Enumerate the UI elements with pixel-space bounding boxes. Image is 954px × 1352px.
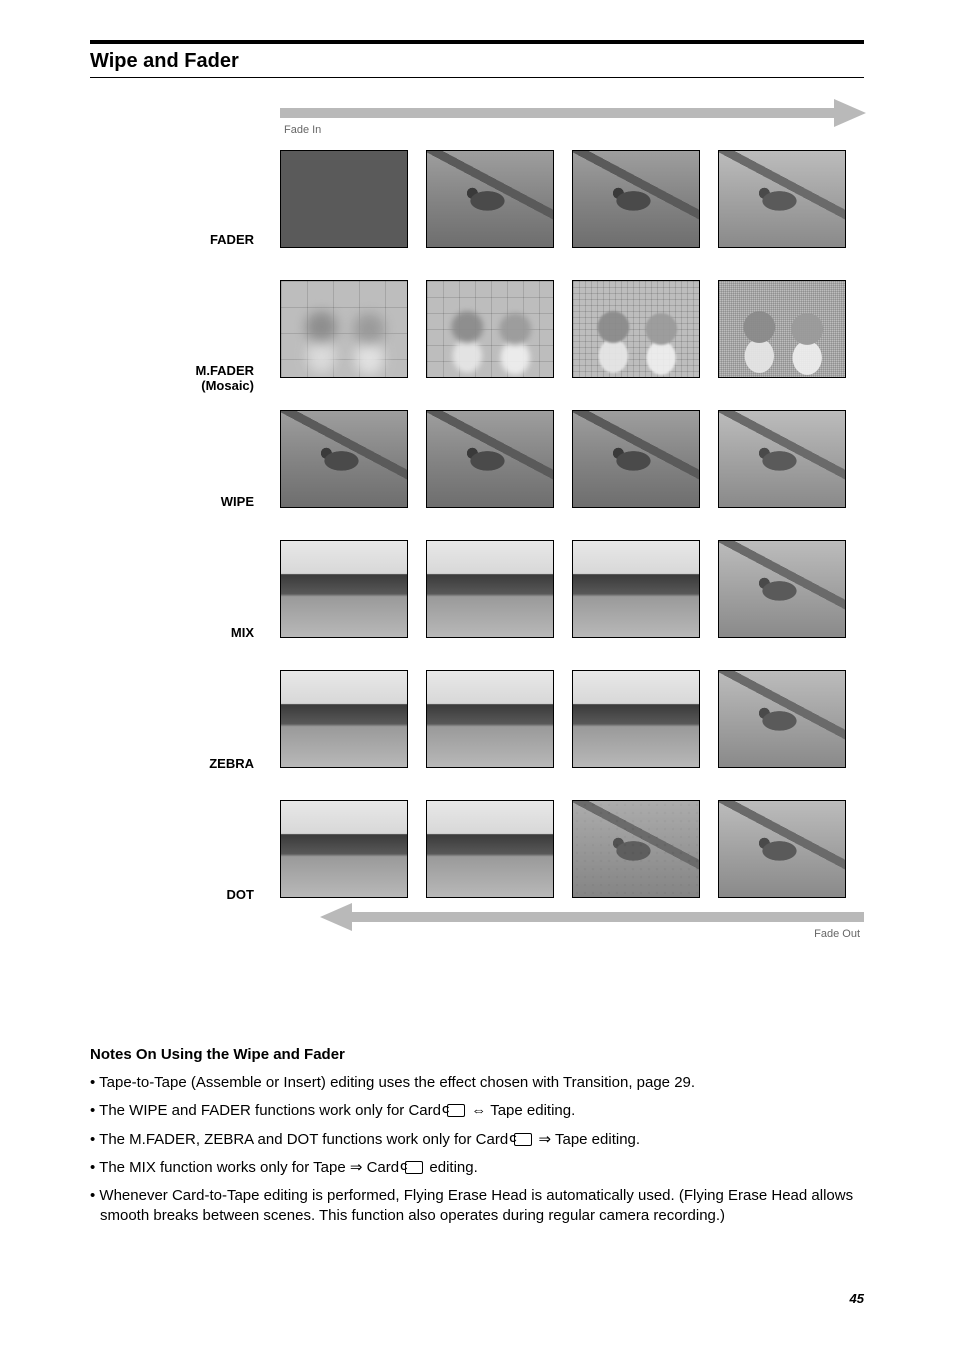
fade-out-arrow: Fade Out: [280, 910, 864, 924]
row-mix: [280, 540, 864, 638]
fader-frame-1: [426, 150, 554, 248]
label-wipe: WIPE: [90, 458, 260, 589]
card-icon: [405, 1161, 423, 1174]
fader-frame-0: [280, 150, 408, 248]
zebra-frame-2: [572, 670, 700, 768]
mix-frame-3: [718, 540, 846, 638]
wipe-frame-2: [572, 410, 700, 508]
rule-top: [90, 40, 864, 44]
note-item: The M.FADER, ZEBRA and DOT functions wor…: [90, 1130, 864, 1150]
notes-list: Tape-to-Tape (Assemble or Insert) editin…: [90, 1073, 864, 1227]
notes-heading: Notes On Using the Wipe and Fader: [90, 1046, 864, 1063]
mosaic-frame-3: [718, 280, 846, 378]
dot-frame-2: [572, 800, 700, 898]
row-wipe: [280, 410, 864, 508]
wipe-frame-0: [280, 410, 408, 508]
mix-frame-0: [280, 540, 408, 638]
row-labels-column: FADER M.FADER (Mosaic) WIPE MIX ZEBRA DO…: [90, 106, 260, 982]
fader-frame-3: [718, 150, 846, 248]
label-mix: MIX: [90, 589, 260, 720]
mosaic-frame-2: [572, 280, 700, 378]
card-icon: [514, 1133, 532, 1146]
mix-frame-1: [426, 540, 554, 638]
mosaic-frame-1: [426, 280, 554, 378]
label-fader: FADER: [90, 196, 260, 327]
note-item: The MIX function works only for Tape ⇒ C…: [90, 1158, 864, 1178]
mix-frame-2: [572, 540, 700, 638]
dot-frame-3: [718, 800, 846, 898]
row-fader: [280, 150, 864, 248]
note-text: Whenever Card-to-Tape editing is perform…: [99, 1187, 853, 1224]
label-mfader: M.FADER (Mosaic): [90, 327, 260, 458]
label-dot: DOT: [90, 851, 260, 982]
card-icon: [447, 1104, 465, 1117]
wipe-frame-1: [426, 410, 554, 508]
dot-frame-0: [280, 800, 408, 898]
fader-frame-2: [572, 150, 700, 248]
row-dot: [280, 800, 864, 898]
row-mosaic: [280, 280, 864, 378]
zebra-frame-3: [718, 670, 846, 768]
zebra-frame-1: [426, 670, 554, 768]
note-item: Tape-to-Tape (Assemble or Insert) editin…: [90, 1073, 864, 1093]
mosaic-frame-0: [280, 280, 408, 378]
fade-in-label: Fade In: [284, 124, 321, 136]
rule-thin: [90, 77, 864, 78]
dot-frame-1: [426, 800, 554, 898]
row-zebra: [280, 670, 864, 768]
page-number: 45: [850, 1291, 864, 1306]
zebra-frame-0: [280, 670, 408, 768]
notes-section: Notes On Using the Wipe and Fader Tape-t…: [90, 1046, 864, 1227]
note-text: Tape-to-Tape (Assemble or Insert) editin…: [99, 1074, 695, 1091]
note-item: The WIPE and FADER functions work only f…: [90, 1101, 864, 1121]
note-item: Whenever Card-to-Tape editing is perform…: [90, 1186, 864, 1227]
label-zebra: ZEBRA: [90, 720, 260, 851]
page-title: Wipe and Fader: [90, 50, 864, 73]
effect-grid: [280, 150, 864, 898]
fade-in-arrow: Fade In: [280, 106, 864, 120]
wipe-frame-3: [718, 410, 846, 508]
fade-out-label: Fade Out: [814, 928, 860, 940]
